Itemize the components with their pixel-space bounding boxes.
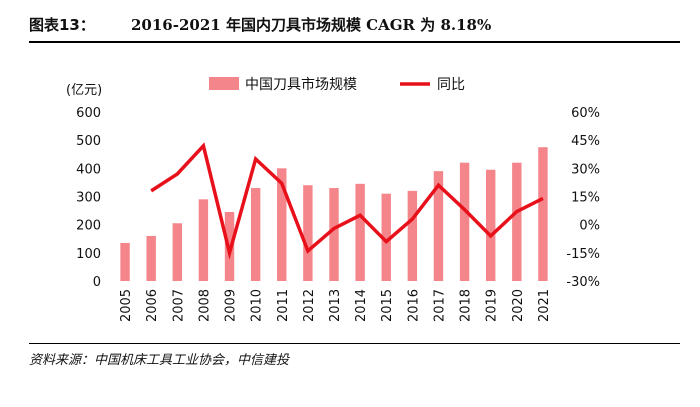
line-series [150,142,544,260]
bar [355,183,365,281]
right-tick-label: 45% [571,134,600,149]
source-rule [29,343,680,344]
x-tick-label: 2014 [354,289,369,322]
bar [120,242,130,281]
bar [538,147,548,281]
legend-label-line: 同比 [437,77,465,93]
x-tick-label: 2006 [145,289,160,322]
right-tick-label: 30% [571,162,600,177]
bar [198,199,209,281]
bar [146,235,156,281]
title-bar: 图表13： 2016-2021 年国内刀具市场规模 CAGR 为 8.18% [29,8,680,40]
x-tick-label: 2015 [380,289,395,322]
left-tick-label: 600 [76,106,101,121]
x-tick-label: 2009 [224,289,239,322]
x-tick-label: 2013 [328,289,343,322]
x-tick-label: 2018 [459,289,474,322]
x-tick-label: 2016 [406,289,421,322]
title-rule [29,41,680,43]
left-tick-label: 0 [93,275,101,290]
x-tick-label: 2010 [250,289,265,322]
figure-label: 图表13： [29,16,95,34]
bar [277,168,287,281]
left-axis: 0 100 200 300 400 500 600 [76,106,101,290]
x-tick-label: 2008 [197,289,212,322]
x-tick-label: 2019 [485,289,500,322]
left-tick-label: 500 [76,134,101,149]
bar [433,171,444,281]
bar [172,223,182,281]
right-tick-label: -30% [566,275,600,290]
bar [407,190,418,281]
right-tick-label: 60% [571,106,600,121]
chart-title: 2016-2021 年国内刀具市场规模 CAGR 为 8.18% [131,16,492,34]
series-line [150,142,544,260]
x-tick-label: 2011 [276,289,291,322]
left-tick-label: 200 [76,219,101,234]
right-tick-label: -15% [566,247,600,262]
right-tick-label: 0% [579,219,600,234]
x-tick-label: 2005 [119,289,134,322]
bar [303,185,313,281]
bar [512,162,522,281]
legend-label-bar: 中国刀具市场规模 [245,76,357,93]
left-tick-label: 100 [76,247,101,262]
x-tick-label: 2020 [511,289,526,322]
bar [329,188,339,281]
legend-swatch-bar [209,77,239,90]
y-unit-label: (亿元) [66,83,102,98]
x-tick-label: 2017 [432,289,447,322]
source-note: 资料来源：中国机床工具工业协会，中信建投 [29,353,290,368]
bar [486,169,496,281]
left-tick-label: 400 [76,162,101,177]
right-tick-label: 15% [571,191,600,206]
bar [381,193,391,281]
x-tick-label: 2012 [302,289,317,322]
left-tick-label: 300 [76,191,101,206]
x-tick-label: 2007 [171,289,186,322]
bar [250,188,261,281]
x-axis: 2005 2006 2007 2008 2009 2010 2011 2012 2013 2014… [119,289,552,322]
right-axis: -30% -15% 0% 15% 30% 45% 60% [566,106,600,290]
legend: 中国刀具市场规模 同比 [209,76,465,93]
bar [459,162,470,281]
x-tick-label: 2021 [537,289,552,322]
